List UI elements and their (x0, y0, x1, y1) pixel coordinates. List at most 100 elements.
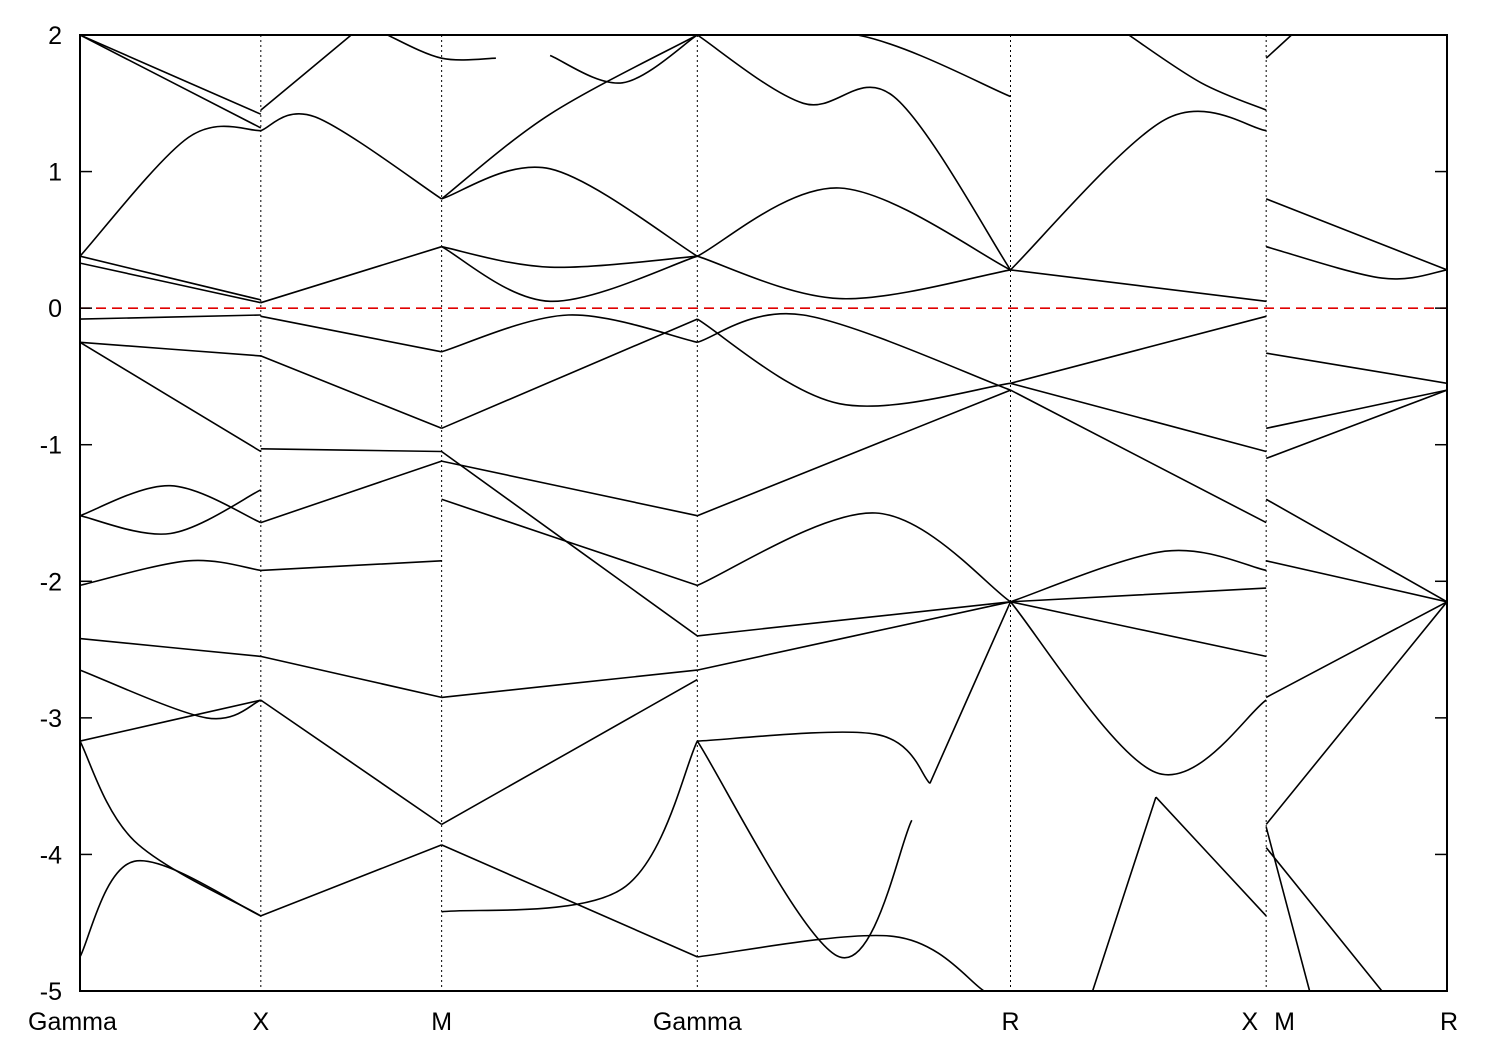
band-line (260, 448, 442, 453)
band-line (696, 35, 1012, 271)
band-line (260, 655, 442, 699)
x-axis-ticks: Gamma X M Gamma R X M R (28, 1008, 1458, 1036)
band-line (1265, 245, 1447, 280)
band-line (80, 859, 262, 958)
band-line (260, 35, 352, 111)
band-line (441, 450, 698, 637)
band-line (441, 318, 698, 430)
high-symmetry-lines (260, 35, 1267, 991)
y-tick-label: 1 (48, 159, 62, 187)
band-line (260, 460, 442, 524)
band-line (1265, 498, 1447, 603)
band-line (697, 934, 985, 991)
band-line (80, 341, 261, 357)
band-line (1010, 389, 1267, 524)
band-line (1010, 269, 1267, 303)
band-line (260, 844, 442, 917)
band-line (441, 166, 698, 257)
band-line (80, 314, 261, 320)
band-line (1265, 601, 1447, 825)
band-line (1265, 35, 1293, 59)
band-line (441, 498, 698, 587)
x-tick-label: X (1241, 1008, 1258, 1036)
band-line (260, 315, 442, 353)
band-line (1091, 796, 1157, 991)
band-line (696, 512, 1011, 603)
band-line (80, 559, 261, 587)
y-axis-ticks: 2 1 0 -1 -2 -3 -4 -5 (40, 22, 1447, 1006)
band-line (80, 341, 262, 453)
band-line (80, 255, 261, 301)
band-line (1010, 549, 1267, 603)
band-line (929, 601, 1012, 784)
band-line (80, 669, 262, 720)
x-tick-label: Gamma (28, 1008, 117, 1036)
band-line (80, 699, 261, 742)
band-line (441, 460, 698, 517)
band-line (441, 35, 698, 200)
band-line (80, 35, 262, 129)
band-line (80, 484, 262, 524)
band-line (1009, 601, 1267, 776)
band-line (697, 389, 1011, 517)
band-line (1265, 826, 1311, 991)
band-line (697, 731, 931, 784)
y-tick-label: 2 (48, 22, 62, 50)
band-line (696, 740, 913, 959)
band-line (1009, 110, 1267, 271)
band-line (260, 355, 442, 430)
band-line (441, 245, 698, 269)
band-line (260, 560, 442, 572)
band-line (1265, 389, 1447, 460)
band-line (441, 245, 698, 303)
band-lines (80, 35, 1447, 991)
band-line (260, 699, 443, 826)
band-line (697, 312, 1011, 391)
band-line (441, 669, 698, 699)
band-line (1128, 35, 1267, 111)
y-tick-label: -5 (40, 978, 62, 1006)
band-line (1010, 315, 1267, 385)
band-line (441, 678, 698, 826)
band-line (697, 255, 1011, 300)
y-tick-label: -3 (40, 705, 62, 733)
band-line (1010, 382, 1267, 453)
band-line (80, 489, 262, 535)
band-line (697, 601, 1011, 671)
band-line (260, 113, 443, 200)
band-line (1010, 587, 1267, 603)
band-line (549, 35, 698, 84)
band-line (80, 35, 262, 115)
band-line (697, 35, 1011, 98)
band-line (1265, 198, 1447, 271)
band-line (260, 245, 442, 304)
band-line (696, 318, 1011, 407)
band-line (80, 262, 261, 304)
x-tick-label: M (1274, 1008, 1295, 1036)
x-tick-label: R (1440, 1008, 1458, 1036)
band-line (1265, 601, 1447, 699)
band-line (1010, 601, 1267, 658)
band-line (697, 601, 1011, 637)
band-line (441, 314, 698, 353)
y-tick-label: 0 (48, 295, 62, 323)
band-line (1266, 560, 1447, 603)
band-line (1266, 389, 1447, 430)
y-tick-label: -4 (40, 841, 62, 869)
y-tick-label: -1 (40, 432, 62, 460)
band-line (1155, 796, 1267, 917)
band-line (80, 637, 261, 658)
plot-frame (79, 34, 1448, 992)
band-line (441, 844, 698, 958)
x-tick-label: X (252, 1008, 269, 1036)
band-line (696, 187, 1011, 271)
band-line (1265, 847, 1383, 991)
band-line (1266, 352, 1447, 385)
x-tick-label: Gamma (653, 1008, 742, 1036)
band-line (441, 740, 699, 913)
x-tick-label: M (431, 1008, 452, 1036)
band-line (80, 125, 261, 257)
band-line (387, 35, 496, 61)
